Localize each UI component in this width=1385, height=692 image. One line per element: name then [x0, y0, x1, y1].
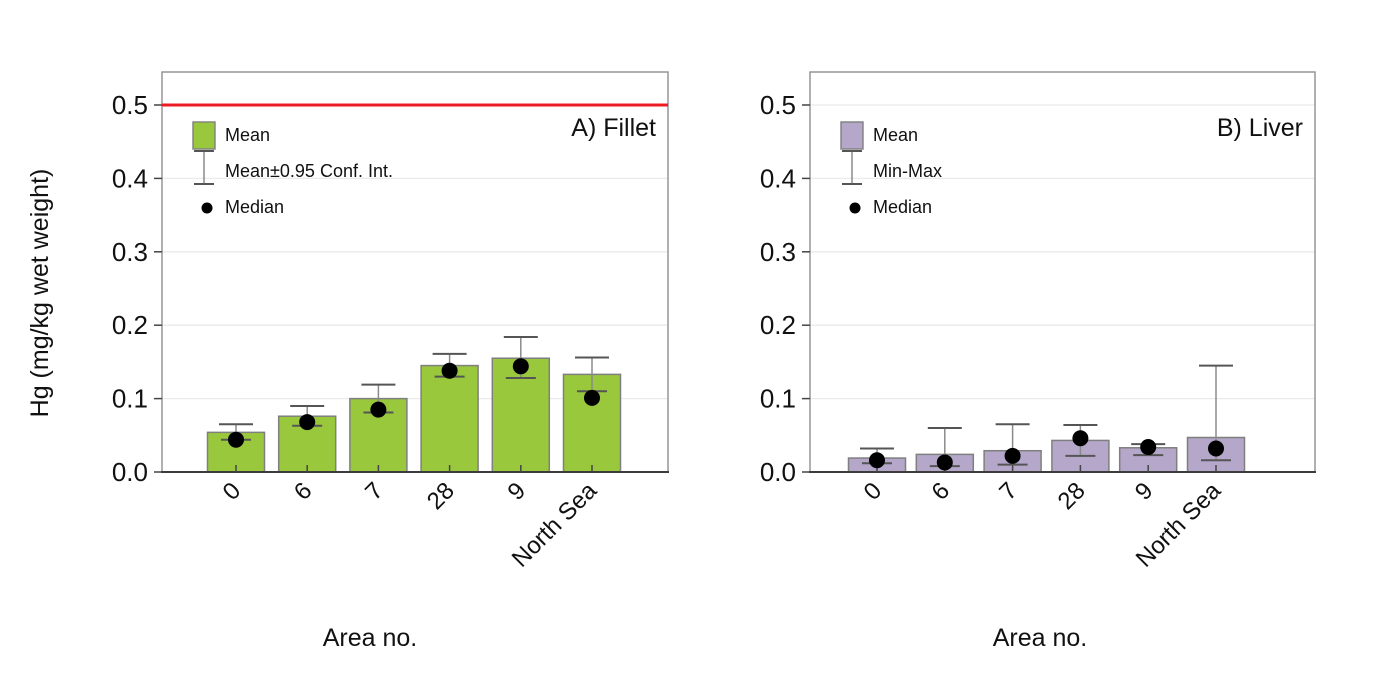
median-dot-0: [228, 431, 244, 448]
y-tick-label: 0.0: [760, 457, 796, 487]
legend-bar-swatch: [192, 121, 216, 150]
panel-title: B) Liver: [1217, 114, 1303, 142]
median-dot-9: [512, 358, 529, 375]
x-tick-label-7: 7: [994, 477, 1023, 506]
median-dot-0: [869, 452, 885, 469]
median-dot-7: [1004, 447, 1021, 464]
bars: [206, 357, 622, 473]
y-tick-label: 0.1: [760, 384, 796, 414]
legend-bar-swatch: [840, 121, 864, 150]
median-dot-28: [441, 362, 458, 379]
median-dot-9: [1140, 439, 1157, 456]
panel-title: A) Fillet: [571, 114, 656, 142]
gridlines: [162, 104, 668, 400]
legend-median-dot: [201, 202, 213, 214]
y-tick-label: 0.1: [112, 384, 148, 414]
gridlines: [810, 104, 1315, 400]
x-tick-label-9: 9: [503, 477, 532, 506]
median-dots: [869, 430, 1224, 471]
y-axis: 0.0 0.1 0.2 0.3 0.4 0.5: [112, 90, 162, 487]
median-dot-6: [936, 454, 953, 471]
legend: Mean Mean±0.95 Conf. Int. Median: [192, 121, 393, 217]
y-tick-label: 0.0: [112, 457, 148, 487]
bars: [847, 436, 1246, 473]
x-tick-label-9: 9: [1130, 477, 1159, 506]
y-tick-label: 0.3: [112, 237, 148, 267]
y-tick-label: 0.5: [760, 90, 796, 120]
x-tick-label-28: 28: [1053, 477, 1091, 515]
legend-label: Min-Max: [873, 161, 942, 181]
x-tick-label-7: 7: [360, 477, 389, 506]
x-tick-label-0: 0: [218, 477, 247, 506]
whiskers: [219, 335, 609, 441]
legend-median-dot: [849, 202, 861, 214]
y-tick-label: 0.5: [112, 90, 148, 120]
legend-label: Mean: [225, 125, 270, 145]
median-dots: [228, 358, 600, 448]
y-tick-label: 0.3: [760, 237, 796, 267]
median-dot-28: [1072, 430, 1089, 447]
x-axis-title-liver: Area no.: [992, 624, 1088, 652]
y-tick-label: 0.2: [112, 310, 148, 340]
legend-label: Mean±0.95 Conf. Int.: [225, 161, 393, 181]
x-axis-title-fillet: Area no.: [322, 624, 418, 652]
x-tick-label-28: 28: [422, 477, 460, 515]
bar-28: [420, 364, 479, 473]
x-tick-label-6: 6: [289, 477, 318, 506]
y-axis: 0.0 0.1 0.2 0.3 0.4 0.5: [760, 90, 810, 487]
y-tick-label: 0.2: [760, 310, 796, 340]
x-axis-ticks: [235, 465, 593, 472]
y-tick-label: 0.4: [112, 163, 148, 193]
legend-label: Median: [873, 197, 932, 217]
median-dot-7: [370, 401, 387, 418]
legend: Mean Min-Max Median: [840, 121, 942, 217]
median-dot-North Sea: [584, 389, 600, 406]
median-dot-North Sea: [1208, 440, 1224, 457]
legend-label: Median: [225, 197, 284, 217]
x-tick-label-0: 0: [859, 477, 888, 506]
x-tick-label-6: 6: [927, 477, 956, 506]
legend-label: Mean: [873, 125, 918, 145]
y-axis-title: Hg (mg/kg wet weight): [26, 168, 54, 418]
median-dot-6: [299, 414, 316, 431]
y-tick-label: 0.4: [760, 163, 796, 193]
